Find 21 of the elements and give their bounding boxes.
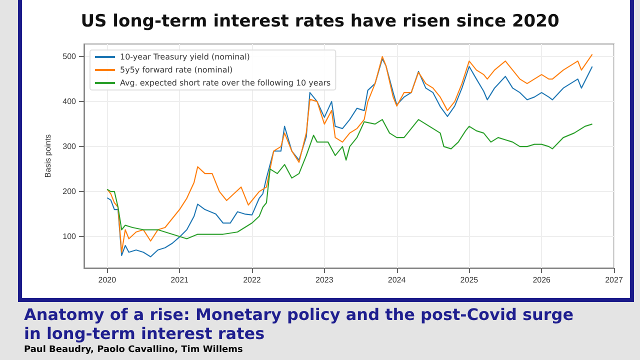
text: Paul Beaudry, Paolo Cavallino, Tim Willems xyxy=(24,345,243,355)
x-tick-label: 2023 xyxy=(315,276,334,284)
y-axis-title: Basis points xyxy=(43,134,52,178)
text: Anatomy of a rise: Monetary policy and the post-Covid surge in long-term interest rates xyxy=(24,305,575,343)
x-tick-label: 2027 xyxy=(605,276,624,284)
legend-label: 5y5y forward rate (nominal) xyxy=(120,66,233,74)
y-tick-label: 200 xyxy=(62,187,77,196)
y-tick-label: 300 xyxy=(62,142,77,152)
x-tick-label: 2022 xyxy=(243,276,262,284)
x-tick-label: 2021 xyxy=(170,276,190,284)
x-tick-label: 2025 xyxy=(460,276,479,284)
x-tick-label: 2020 xyxy=(98,276,117,284)
legend-label: 10-year Treasury yield (nominal) xyxy=(120,52,250,62)
y-tick-label: 400 xyxy=(62,97,77,106)
x-tick-label: 2024 xyxy=(388,276,406,284)
line-series xyxy=(106,119,593,240)
legend-label: Avg. expected short rate over the following 10 years xyxy=(120,78,331,88)
y-tick-label: 500 xyxy=(62,52,77,62)
y-tick-label: 100 xyxy=(62,232,77,242)
chart-title: US long-term interest rates have risen since 2020 xyxy=(80,12,560,32)
x-tick-label: 2026 xyxy=(532,276,552,284)
